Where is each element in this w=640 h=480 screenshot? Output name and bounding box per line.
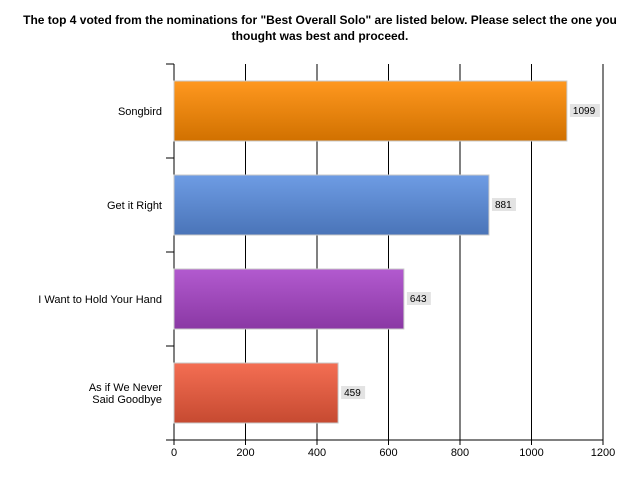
category-label-line: Songbird (118, 106, 162, 118)
value-label: 459 (344, 388, 361, 399)
value-label-box (569, 104, 600, 117)
x-tick-label: 1200 (591, 447, 615, 459)
category-label: I Want to Hold Your Hand (38, 294, 162, 306)
value-label: 881 (495, 200, 512, 211)
bar-1 (173, 80, 568, 142)
value-label-box (406, 292, 431, 305)
category-label-line: Said Goodbye (92, 394, 162, 406)
bar-4 (173, 362, 339, 424)
chart-title: The top 4 voted from the nominations for… (23, 13, 617, 43)
value-label-box (491, 198, 516, 211)
value-label: 1099 (573, 106, 596, 117)
category-label-line: Get it Right (107, 200, 162, 212)
category-label: Get it Right (107, 200, 162, 212)
x-tick-label: 800 (451, 447, 469, 459)
category-label-line: I Want to Hold Your Hand (38, 294, 162, 306)
bar-3 (173, 268, 405, 330)
labels: 0 200 400 600 800 1000 1200 1099 Songbird 881 Get … (38, 104, 615, 459)
bars (173, 80, 568, 424)
category-label: Songbird (118, 106, 162, 118)
bar-2 (173, 174, 490, 236)
x-tick-label: 1000 (519, 447, 543, 459)
category-label-line: As if We Never (89, 382, 162, 394)
x-tick-label: 0 (171, 447, 177, 459)
x-tick-label: 200 (236, 447, 254, 459)
value-label: 643 (410, 294, 427, 305)
x-tick-label: 400 (308, 447, 326, 459)
category-label: As if We Never Said Goodbye (89, 382, 162, 406)
x-tick-label: 600 (379, 447, 397, 459)
value-label-box (341, 386, 366, 399)
axes (166, 63, 604, 445)
